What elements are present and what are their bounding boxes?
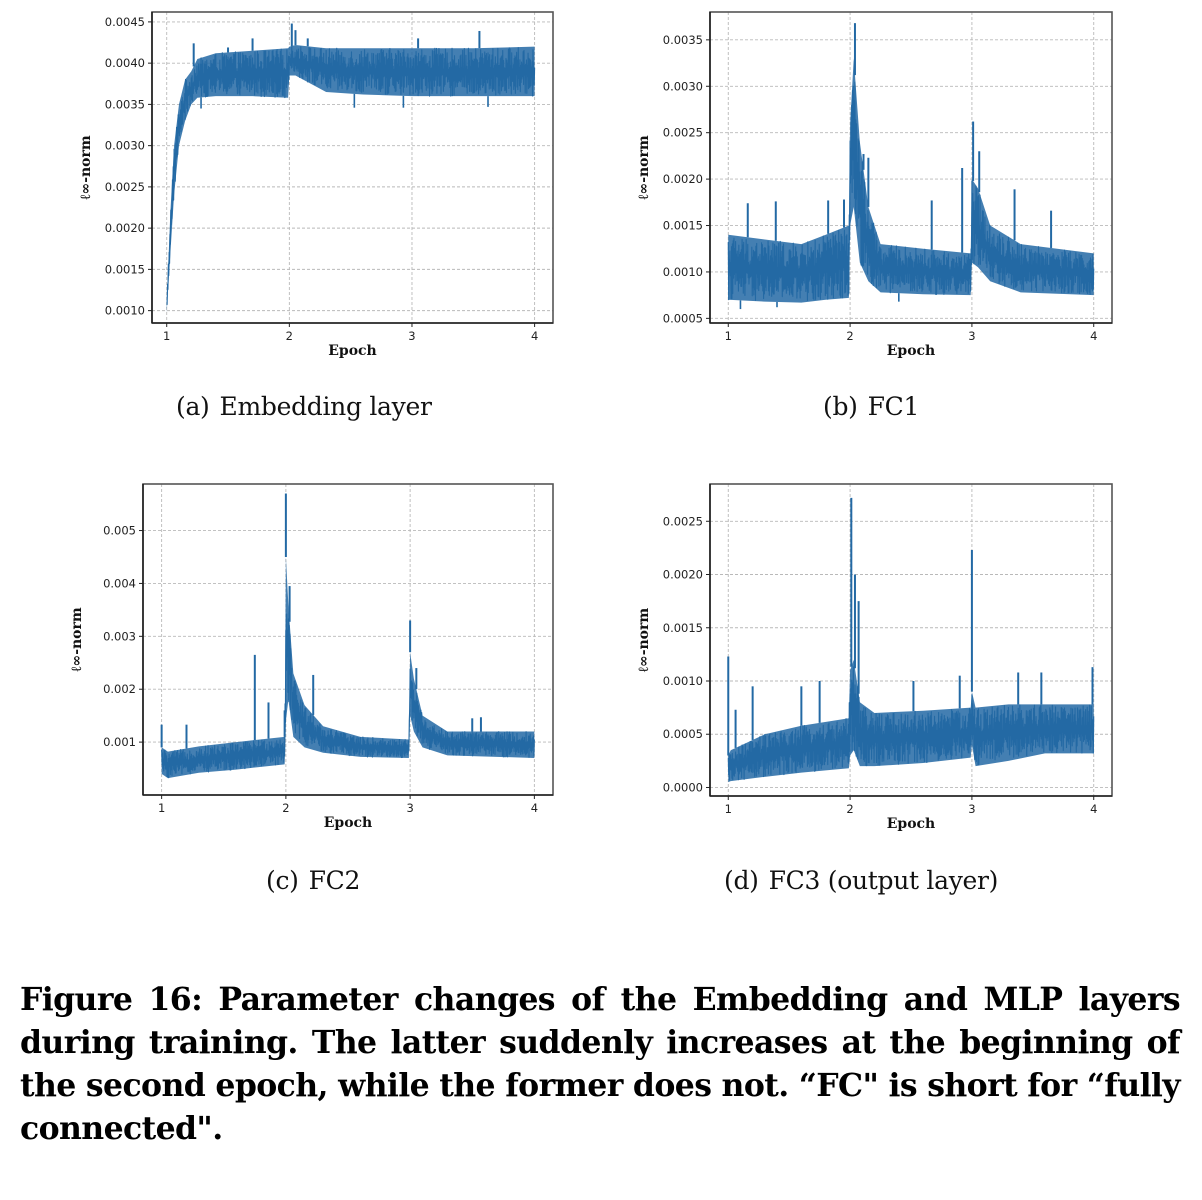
y-tick-label: 0.0020: [663, 172, 703, 186]
y-tick-label: 0.0015: [663, 219, 703, 233]
x-tick-label: 3: [408, 329, 415, 343]
x-tick-label: 3: [406, 801, 413, 815]
y-tick-label: 0.0025: [663, 514, 703, 528]
chart-panel-c: 1 2 3 4 0.001 0.002 0.003 0.004 0.005 Epoch ℓ∞-nor…: [60, 470, 580, 840]
y-tick-label: 0.0015: [663, 621, 703, 635]
y-axis-label: ℓ∞-norm: [636, 135, 652, 201]
chart-panel-a: 1 2 3 4 0.0010 0.0015 0.0020 0.0025 0.0030 0.0035…: [60, 0, 580, 370]
x-tick-label: 1: [725, 802, 732, 816]
y-tick-label: 0.0000: [663, 780, 703, 794]
series-a: [166, 23, 536, 313]
x-tick-label: 3: [968, 329, 975, 343]
x-tick-label: 2: [846, 802, 853, 816]
x-axis-label: Epoch: [324, 815, 373, 831]
y-tick-label: 0.0020: [663, 568, 703, 582]
x-tick-label: 1: [158, 801, 165, 815]
figure-caption: Figure 16: Parameter changes of the Embe…: [20, 981, 1181, 1147]
x-tick-label: 1: [163, 329, 170, 343]
x-tick-label: 4: [1090, 329, 1097, 343]
chart-panel-d: 1 2 3 4 0.0000 0.0005 0.0010 0.0015 0.0020 0.0025…: [620, 470, 1130, 840]
x-tick-label: 4: [531, 801, 538, 815]
subcaption-d-label: (d): [724, 866, 759, 895]
subcaption-d-text: FC3 (output layer): [768, 866, 999, 895]
y-tick-label: 0.0030: [663, 79, 703, 93]
chart-d: 1 2 3 4 0.0000 0.0005 0.0010 0.0015 0.0020 0.0025…: [636, 483, 1113, 832]
x-tick-label: 2: [846, 329, 853, 343]
series-c: [160, 493, 535, 779]
x-tick-label: 2: [282, 801, 289, 815]
x-tick-label: 4: [1090, 802, 1097, 816]
y-tick-label: 0.0025: [663, 126, 703, 140]
subcaption-c-text: FC2: [308, 866, 361, 895]
x-axis-label: Epoch: [328, 343, 377, 359]
chart-b: 1 2 3 4 0.0005 0.0010 0.0015 0.0020 0.0025 0.0030…: [636, 11, 1113, 359]
subcaption-c-label: (c): [266, 866, 299, 895]
subcaption-c: (c) FC2: [266, 866, 360, 895]
y-axis-label: ℓ∞-norm: [636, 608, 652, 674]
y-tick-label: 0.0040: [105, 56, 145, 70]
subcaption-d: (d) FC3 (output layer): [724, 866, 998, 895]
grid: [143, 484, 553, 795]
y-tick-label: 0.0010: [105, 304, 145, 318]
y-tick-label: 0.0010: [663, 265, 703, 279]
chart-c: 1 2 3 4 0.001 0.002 0.003 0.004 0.005 Epoch ℓ∞-nor…: [69, 483, 554, 831]
x-axis-label: Epoch: [887, 816, 936, 832]
y-tick-label: 0.0015: [105, 262, 145, 276]
series-line: [161, 613, 535, 779]
y-tick-label: 0.0025: [105, 180, 145, 194]
y-tick-label: 0.0005: [663, 311, 703, 325]
x-tick-label: 3: [968, 802, 975, 816]
subcaption-b-label: (b): [823, 392, 858, 421]
x-tick-label: 2: [286, 329, 293, 343]
subcaption-b: (b) FC1: [823, 392, 919, 421]
y-axis-label: ℓ∞-norm: [78, 135, 94, 201]
chart-a: 1 2 3 4 0.0010 0.0015 0.0020 0.0025 0.0030 0.0035…: [78, 11, 554, 359]
subcaption-b-text: FC1: [867, 392, 920, 421]
y-tick-label: 0.004: [103, 576, 136, 590]
subcaption-a-label: (a): [176, 392, 210, 421]
chart-panel-b: 1 2 3 4 0.0005 0.0010 0.0015 0.0020 0.0025 0.0030…: [620, 0, 1130, 370]
y-tick-label: 0.001: [103, 735, 136, 749]
y-tick-label: 0.002: [103, 682, 136, 696]
series-b: [727, 23, 1095, 310]
series-d: [727, 497, 1095, 783]
series-line: [166, 45, 536, 305]
x-tick-label: 4: [531, 329, 538, 343]
y-tick-label: 0.0010: [663, 674, 703, 688]
x-tick-label: 1: [725, 329, 732, 343]
x-axis-label: Epoch: [887, 343, 936, 359]
subcaption-a: (a) Embedding layer: [176, 392, 432, 421]
y-axis-label: ℓ∞-norm: [69, 607, 85, 673]
series-line: [727, 666, 1095, 781]
y-tick-label: 0.0035: [105, 97, 145, 111]
y-tick-label: 0.0030: [105, 139, 145, 153]
subcaption-a-text: Embedding layer: [219, 392, 432, 421]
y-tick-label: 0.0045: [105, 15, 145, 29]
series-line: [727, 81, 1095, 302]
y-tick-label: 0.0035: [663, 33, 703, 47]
y-tick-label: 0.003: [103, 629, 136, 643]
y-tick-label: 0.0005: [663, 727, 703, 741]
y-tick-label: 0.0020: [105, 221, 145, 235]
y-tick-label: 0.005: [103, 524, 136, 538]
